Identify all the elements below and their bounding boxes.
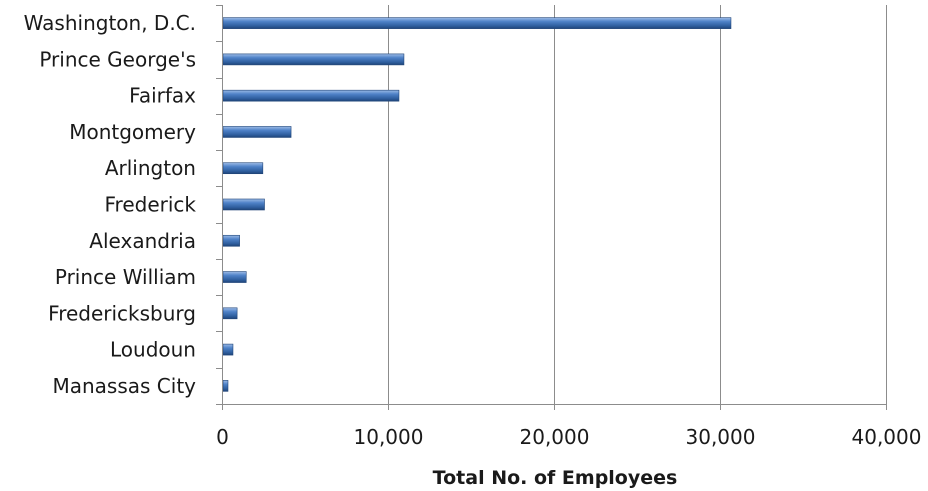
bar <box>222 17 732 29</box>
category-label: Loudoun <box>110 338 196 362</box>
x-tick-label: 10,000 <box>354 425 424 449</box>
category-label: Arlington <box>105 156 196 180</box>
bar <box>222 307 238 320</box>
bar <box>222 89 400 102</box>
category-label: Prince William <box>55 265 196 289</box>
bar <box>222 53 405 66</box>
x-axis-title: Total No. of Employees <box>433 467 678 489</box>
bar <box>222 126 292 138</box>
bar <box>222 198 265 211</box>
category-label: Frederick <box>105 193 197 217</box>
bars <box>222 17 732 392</box>
category-label: Fairfax <box>129 84 196 108</box>
category-labels: Washington, D.C. Prince George's Fairfax Mo… <box>24 11 197 398</box>
bar <box>222 343 234 356</box>
category-label: Montgomery <box>69 120 196 144</box>
category-label: Fredericksburg <box>48 301 196 325</box>
gridlines <box>388 5 887 404</box>
axes <box>216 5 887 410</box>
x-tick-label: 0 <box>216 425 229 449</box>
category-label: Manassas City <box>52 374 196 398</box>
bar <box>222 234 240 247</box>
x-tick-label: 30,000 <box>686 425 756 449</box>
category-label: Washington, D.C. <box>24 11 196 35</box>
category-label: Alexandria <box>89 229 196 253</box>
bar <box>222 380 229 392</box>
x-tick-labels: 0 10,000 20,000 30,000 40,000 <box>216 425 921 449</box>
x-tick-label: 40,000 <box>852 425 922 449</box>
bar <box>222 162 264 175</box>
bar <box>222 271 247 283</box>
category-label: Prince George's <box>39 47 196 71</box>
x-tick-label: 20,000 <box>520 425 590 449</box>
